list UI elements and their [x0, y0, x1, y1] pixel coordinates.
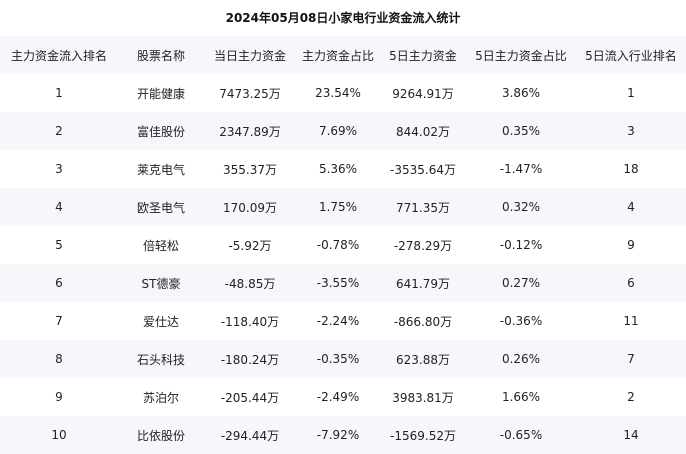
- cell-main-funds-ratio: 5.36%: [318, 162, 358, 176]
- col-header-5day-main-funds-ratio: 5日主力资金占比: [475, 48, 567, 63]
- fund-flow-table: 主力资金流入排名 股票名称 当日主力资金 主力资金占比 5日主力资金 5日主力资…: [0, 36, 686, 454]
- cell-daily-main-funds: -118.40万: [220, 314, 280, 329]
- col-header-main-funds-ratio: 主力资金占比: [301, 48, 374, 63]
- table-row: 4 欧圣电气 170.09万 1.75% 771.35万 0.32% 4: [0, 188, 686, 226]
- cell-5day-main-funds-ratio: -0.65%: [499, 428, 543, 442]
- cell-daily-main-funds: -294.44万: [220, 428, 280, 443]
- cell-5day-main-funds-ratio: 0.35%: [501, 124, 541, 138]
- cell-5day-industry-rank: 11: [623, 314, 639, 328]
- cell-main-funds-ratio: 1.75%: [318, 200, 358, 214]
- cell-main-funds-ratio: 7.69%: [318, 124, 358, 138]
- cell-main-funds-ratio: -2.49%: [316, 390, 360, 404]
- table-row: 10 比依股份 -294.44万 -7.92% -1569.52万 -0.65%…: [0, 416, 686, 454]
- cell-5day-main-funds: -278.29万: [393, 238, 453, 253]
- cell-daily-main-funds: -180.24万: [220, 352, 280, 367]
- cell-stock-name: 石头科技: [136, 352, 185, 367]
- cell-main-funds-ratio: -0.35%: [316, 352, 360, 366]
- table-row: 6 ST德豪 -48.85万 -3.55% 641.79万 0.27% 6: [0, 264, 686, 302]
- cell-5day-main-funds: 844.02万: [396, 124, 450, 139]
- cell-5day-industry-rank: 7: [627, 352, 635, 366]
- cell-rank: 2: [55, 124, 63, 138]
- cell-5day-industry-rank: 1: [627, 86, 635, 100]
- cell-5day-main-funds-ratio: -0.36%: [499, 314, 543, 328]
- cell-main-funds-ratio: -0.78%: [316, 238, 360, 252]
- cell-rank: 6: [55, 276, 63, 290]
- cell-5day-main-funds: 623.88万: [396, 352, 450, 367]
- cell-5day-main-funds: 771.35万: [396, 200, 450, 215]
- col-header-5day-main-funds: 5日主力资金: [389, 48, 457, 63]
- col-header-5day-industry-rank: 5日流入行业排名: [585, 48, 677, 63]
- cell-daily-main-funds: 170.09万: [223, 200, 277, 215]
- cell-daily-main-funds: -5.92万: [228, 238, 272, 253]
- cell-5day-industry-rank: 18: [623, 162, 639, 176]
- cell-stock-name: 苏泊尔: [142, 390, 179, 405]
- cell-rank: 9: [55, 390, 63, 404]
- cell-5day-main-funds-ratio: 3.86%: [501, 86, 541, 100]
- cell-main-funds-ratio: -3.55%: [316, 276, 360, 290]
- cell-5day-main-funds-ratio: 0.32%: [501, 200, 541, 214]
- cell-stock-name: 欧圣电气: [136, 200, 185, 215]
- cell-5day-industry-rank: 9: [627, 238, 635, 252]
- cell-daily-main-funds: -205.44万: [220, 390, 280, 405]
- cell-rank: 7: [55, 314, 63, 328]
- cell-stock-name: 开能健康: [136, 86, 185, 101]
- cell-5day-industry-rank: 14: [623, 428, 639, 442]
- cell-5day-main-funds-ratio: 0.26%: [501, 352, 541, 366]
- cell-main-funds-ratio: -2.24%: [316, 314, 360, 328]
- cell-daily-main-funds: 7473.25万: [219, 86, 281, 101]
- cell-rank: 8: [55, 352, 63, 366]
- cell-rank: 10: [51, 428, 67, 442]
- cell-5day-main-funds-ratio: -1.47%: [499, 162, 543, 176]
- cell-stock-name: ST德豪: [141, 276, 181, 291]
- table-row: 5 倍轻松 -5.92万 -0.78% -278.29万 -0.12% 9: [0, 226, 686, 264]
- cell-5day-main-funds-ratio: 1.66%: [501, 390, 541, 404]
- cell-rank: 1: [55, 86, 63, 100]
- cell-5day-main-funds: 9264.91万: [392, 86, 454, 101]
- cell-main-funds-ratio: 23.54%: [315, 86, 361, 100]
- cell-5day-main-funds: -1569.52万: [390, 428, 456, 443]
- col-header-stock-name: 股票名称: [136, 48, 185, 63]
- table-row: 3 莱克电气 355.37万 5.36% -3535.64万 -1.47% 18: [0, 150, 686, 188]
- cell-stock-name: 莱克电气: [136, 162, 185, 177]
- cell-main-funds-ratio: -7.92%: [316, 428, 360, 442]
- col-header-daily-main-funds: 当日主力资金: [213, 48, 286, 63]
- cell-5day-industry-rank: 3: [627, 124, 635, 138]
- cell-5day-main-funds: 641.79万: [396, 276, 450, 291]
- cell-5day-industry-rank: 2: [627, 390, 635, 404]
- cell-daily-main-funds: 355.37万: [223, 162, 277, 177]
- cell-stock-name: 倍轻松: [142, 238, 179, 253]
- cell-5day-industry-rank: 6: [627, 276, 635, 290]
- cell-rank: 3: [55, 162, 63, 176]
- cell-daily-main-funds: 2347.89万: [219, 124, 281, 139]
- cell-5day-main-funds: -3535.64万: [390, 162, 456, 177]
- table-row: 8 石头科技 -180.24万 -0.35% 623.88万 0.26% 7: [0, 340, 686, 378]
- cell-5day-main-funds: -866.80万: [393, 314, 453, 329]
- table-row: 7 爱仕达 -118.40万 -2.24% -866.80万 -0.36% 11: [0, 302, 686, 340]
- cell-5day-main-funds-ratio: -0.12%: [499, 238, 543, 252]
- table-row: 9 苏泊尔 -205.44万 -2.49% 3983.81万 1.66% 2: [0, 378, 686, 416]
- cell-5day-main-funds: 3983.81万: [392, 390, 454, 405]
- cell-stock-name: 富佳股份: [136, 124, 185, 139]
- cell-stock-name: 比依股份: [136, 428, 185, 443]
- cell-rank: 5: [55, 238, 63, 252]
- cell-5day-industry-rank: 4: [627, 200, 635, 214]
- table-row: 1 开能健康 7473.25万 23.54% 9264.91万 3.86% 1: [0, 74, 686, 112]
- table-row: 2 富佳股份 2347.89万 7.69% 844.02万 0.35% 3: [0, 112, 686, 150]
- col-header-rank: 主力资金流入排名: [10, 48, 107, 63]
- cell-5day-main-funds-ratio: 0.27%: [501, 276, 541, 290]
- cell-stock-name: 爱仕达: [142, 314, 179, 329]
- table-header-row: 主力资金流入排名 股票名称 当日主力资金 主力资金占比 5日主力资金 5日主力资…: [0, 36, 686, 74]
- cell-daily-main-funds: -48.85万: [224, 276, 276, 291]
- cell-rank: 4: [55, 200, 63, 214]
- table-title: 2024年05月08日小家电行业资金流入统计: [225, 11, 461, 25]
